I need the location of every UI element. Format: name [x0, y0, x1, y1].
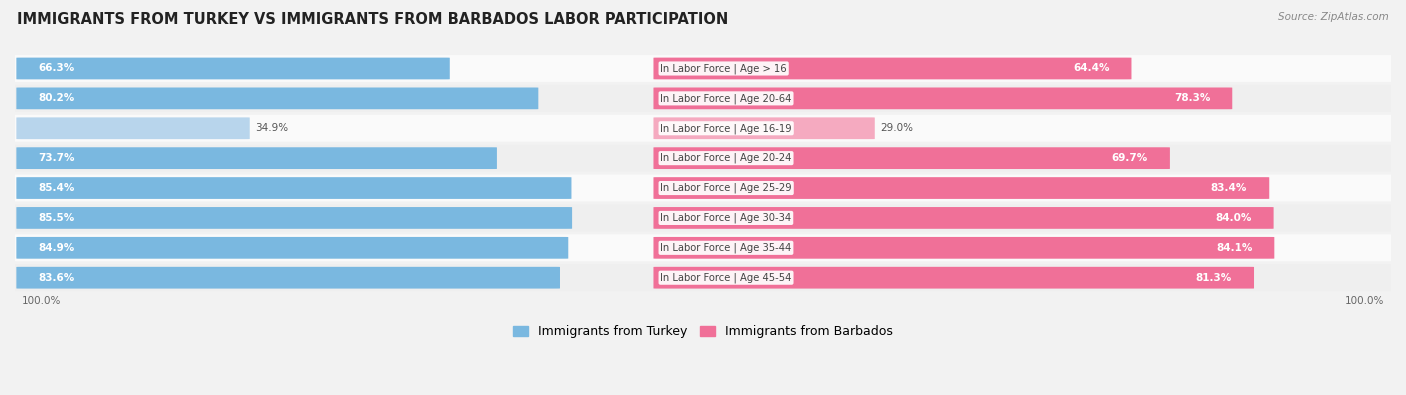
FancyBboxPatch shape	[4, 145, 1402, 171]
FancyBboxPatch shape	[654, 267, 1254, 289]
Text: In Labor Force | Age 35-44: In Labor Force | Age 35-44	[661, 243, 792, 253]
Text: 66.3%: 66.3%	[38, 64, 75, 73]
Text: 100.0%: 100.0%	[22, 296, 62, 306]
FancyBboxPatch shape	[4, 115, 1402, 142]
Text: 73.7%: 73.7%	[38, 153, 75, 163]
FancyBboxPatch shape	[4, 55, 1402, 82]
Text: Source: ZipAtlas.com: Source: ZipAtlas.com	[1278, 12, 1389, 22]
Text: In Labor Force | Age 25-29: In Labor Force | Age 25-29	[661, 183, 792, 193]
Text: 84.0%: 84.0%	[1215, 213, 1251, 223]
FancyBboxPatch shape	[654, 177, 1270, 199]
Text: In Labor Force | Age > 16: In Labor Force | Age > 16	[661, 63, 787, 74]
FancyBboxPatch shape	[17, 147, 496, 169]
FancyBboxPatch shape	[17, 177, 571, 199]
Text: 78.3%: 78.3%	[1174, 93, 1211, 103]
Text: IMMIGRANTS FROM TURKEY VS IMMIGRANTS FROM BARBADOS LABOR PARTICIPATION: IMMIGRANTS FROM TURKEY VS IMMIGRANTS FRO…	[17, 12, 728, 27]
FancyBboxPatch shape	[4, 234, 1402, 261]
FancyBboxPatch shape	[17, 58, 450, 79]
Text: 80.2%: 80.2%	[38, 93, 75, 103]
FancyBboxPatch shape	[17, 237, 568, 259]
Text: 83.6%: 83.6%	[38, 273, 75, 283]
Text: 100.0%: 100.0%	[1344, 296, 1384, 306]
FancyBboxPatch shape	[654, 117, 875, 139]
FancyBboxPatch shape	[654, 87, 1232, 109]
FancyBboxPatch shape	[4, 85, 1402, 112]
FancyBboxPatch shape	[17, 207, 572, 229]
Text: 84.1%: 84.1%	[1216, 243, 1253, 253]
Legend: Immigrants from Turkey, Immigrants from Barbados: Immigrants from Turkey, Immigrants from …	[508, 320, 898, 343]
FancyBboxPatch shape	[4, 175, 1402, 201]
Text: In Labor Force | Age 20-64: In Labor Force | Age 20-64	[661, 93, 792, 103]
FancyBboxPatch shape	[654, 58, 1132, 79]
Text: In Labor Force | Age 20-24: In Labor Force | Age 20-24	[661, 153, 792, 164]
FancyBboxPatch shape	[654, 207, 1274, 229]
Text: 85.5%: 85.5%	[38, 213, 75, 223]
FancyBboxPatch shape	[4, 264, 1402, 291]
Text: 69.7%: 69.7%	[1112, 153, 1147, 163]
FancyBboxPatch shape	[17, 87, 538, 109]
FancyBboxPatch shape	[17, 117, 250, 139]
Text: In Labor Force | Age 45-54: In Labor Force | Age 45-54	[661, 273, 792, 283]
Text: 34.9%: 34.9%	[256, 123, 288, 133]
Text: 64.4%: 64.4%	[1073, 64, 1109, 73]
FancyBboxPatch shape	[4, 205, 1402, 231]
Text: 85.4%: 85.4%	[38, 183, 75, 193]
Text: In Labor Force | Age 30-34: In Labor Force | Age 30-34	[661, 213, 792, 223]
FancyBboxPatch shape	[654, 147, 1170, 169]
FancyBboxPatch shape	[17, 267, 560, 289]
Text: 84.9%: 84.9%	[38, 243, 75, 253]
Text: 81.3%: 81.3%	[1195, 273, 1232, 283]
FancyBboxPatch shape	[654, 237, 1274, 259]
Text: 83.4%: 83.4%	[1211, 183, 1247, 193]
Text: In Labor Force | Age 16-19: In Labor Force | Age 16-19	[661, 123, 792, 134]
Text: 29.0%: 29.0%	[880, 123, 914, 133]
